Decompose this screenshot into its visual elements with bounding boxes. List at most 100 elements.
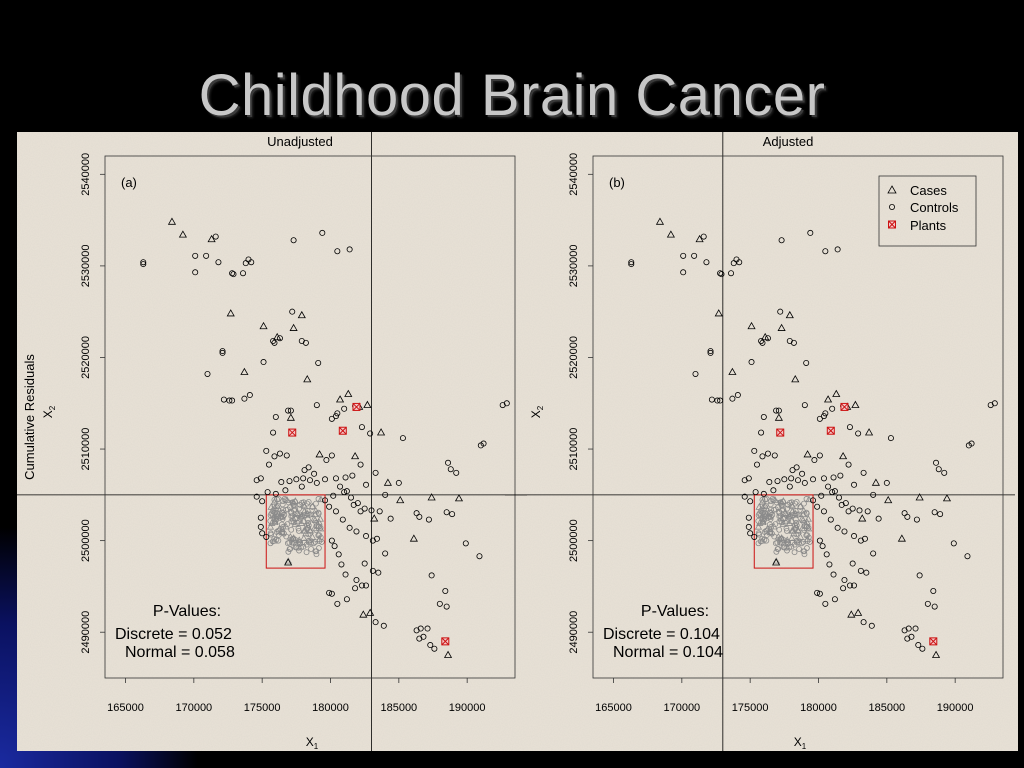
control-marker [766, 479, 773, 486]
cluster-control-marker [796, 546, 802, 552]
cluster-control-marker [295, 544, 302, 551]
control-marker [816, 415, 823, 422]
case-marker [427, 493, 436, 501]
control-marker [747, 530, 754, 537]
control-marker [820, 508, 827, 515]
control-marker [343, 488, 350, 495]
cluster-control-marker [283, 506, 289, 513]
cluster-control-marker [278, 521, 285, 528]
cluster-control-marker [793, 516, 799, 523]
control-marker [846, 582, 853, 589]
control-marker [751, 447, 758, 454]
x-tick-label: 175000 [732, 702, 769, 714]
case-marker [207, 234, 216, 243]
x-tick-label: 190000 [449, 702, 486, 714]
cluster-control-marker [759, 496, 766, 503]
cluster-control-marker [778, 503, 785, 509]
plant-marker [288, 428, 297, 437]
case-marker [774, 413, 783, 421]
legend-control-marker [888, 203, 895, 210]
case-marker [695, 234, 704, 243]
control-marker [293, 476, 300, 483]
control-marker [425, 516, 432, 523]
cluster-case-marker [267, 503, 275, 510]
slide-title: Childhood Brain Cancer [198, 63, 826, 128]
x-tick-label: 185000 [380, 702, 417, 714]
control-marker [368, 507, 375, 514]
cluster-control-marker [774, 539, 781, 546]
control-marker [285, 407, 292, 414]
cluster-control-marker [791, 549, 798, 556]
y-tick-label: 2530000 [80, 244, 92, 287]
case-marker [858, 514, 867, 522]
cluster-control-marker [268, 531, 275, 538]
control-marker [257, 514, 264, 521]
control-marker [822, 248, 829, 255]
control-marker [369, 567, 376, 574]
cluster-case-marker [314, 521, 323, 529]
control-marker [801, 402, 808, 409]
cluster-control-marker [275, 532, 282, 538]
cluster-control-marker [283, 533, 290, 540]
control-marker [864, 508, 871, 515]
case-marker [286, 413, 295, 421]
cluster-control-marker [305, 516, 311, 523]
cluster-control-marker [313, 551, 320, 558]
cluster-case-marker [763, 525, 771, 533]
case-marker [366, 608, 375, 616]
cluster-control-marker [797, 504, 804, 510]
control-marker [818, 492, 825, 499]
control-marker [339, 516, 346, 523]
control-marker [758, 429, 765, 436]
control-marker [248, 259, 255, 266]
control-marker [332, 475, 339, 482]
control-marker [350, 501, 357, 508]
cluster-case-marker [798, 514, 806, 522]
control-marker [908, 633, 915, 640]
cluster-control-marker [290, 507, 297, 514]
control-marker [358, 582, 365, 589]
cluster-control-marker [305, 519, 311, 526]
cluster-case-marker [796, 502, 805, 510]
plant-marker [826, 426, 835, 435]
control-marker [272, 490, 279, 497]
control-marker [271, 453, 278, 460]
control-marker [282, 487, 289, 494]
y-tick-label: 2520000 [80, 336, 92, 379]
control-marker [680, 252, 687, 259]
cluster-case-marker [794, 526, 802, 533]
x-axis-label: X1 [794, 735, 807, 751]
case-marker [226, 309, 235, 317]
control-marker [816, 452, 823, 459]
scatter-figure: Unadjusted (a) 165000 170000 175000 180000 185… [17, 132, 1018, 751]
control-marker [916, 572, 923, 579]
cluster-control-marker [780, 498, 786, 505]
control-marker [270, 337, 277, 344]
control-marker [964, 553, 971, 560]
cluster-case-marker [300, 507, 309, 515]
control-marker [837, 472, 844, 479]
control-marker [323, 457, 330, 464]
scatter-panel-1: Unadjusted (a) 165000 170000 175000 180000 185… [17, 132, 527, 751]
control-marker [829, 405, 836, 412]
control-marker [219, 349, 226, 356]
control-marker [417, 625, 424, 632]
cluster-control-marker [315, 496, 322, 502]
control-marker [264, 489, 271, 496]
cluster-control-marker [789, 512, 796, 518]
cluster-control-marker [315, 509, 322, 516]
cluster-control-marker [292, 498, 298, 505]
case-marker [289, 323, 298, 331]
case-marker [178, 230, 187, 238]
control-marker [220, 396, 227, 403]
cluster-control-marker [301, 512, 308, 518]
cluster-control-marker [801, 551, 808, 558]
control-marker [810, 497, 817, 504]
control-marker [290, 237, 297, 244]
cluster-control-marker [273, 510, 280, 517]
control-marker [229, 397, 236, 404]
control-marker [353, 528, 360, 535]
control-marker [816, 590, 823, 597]
cluster-control-marker [295, 538, 302, 545]
